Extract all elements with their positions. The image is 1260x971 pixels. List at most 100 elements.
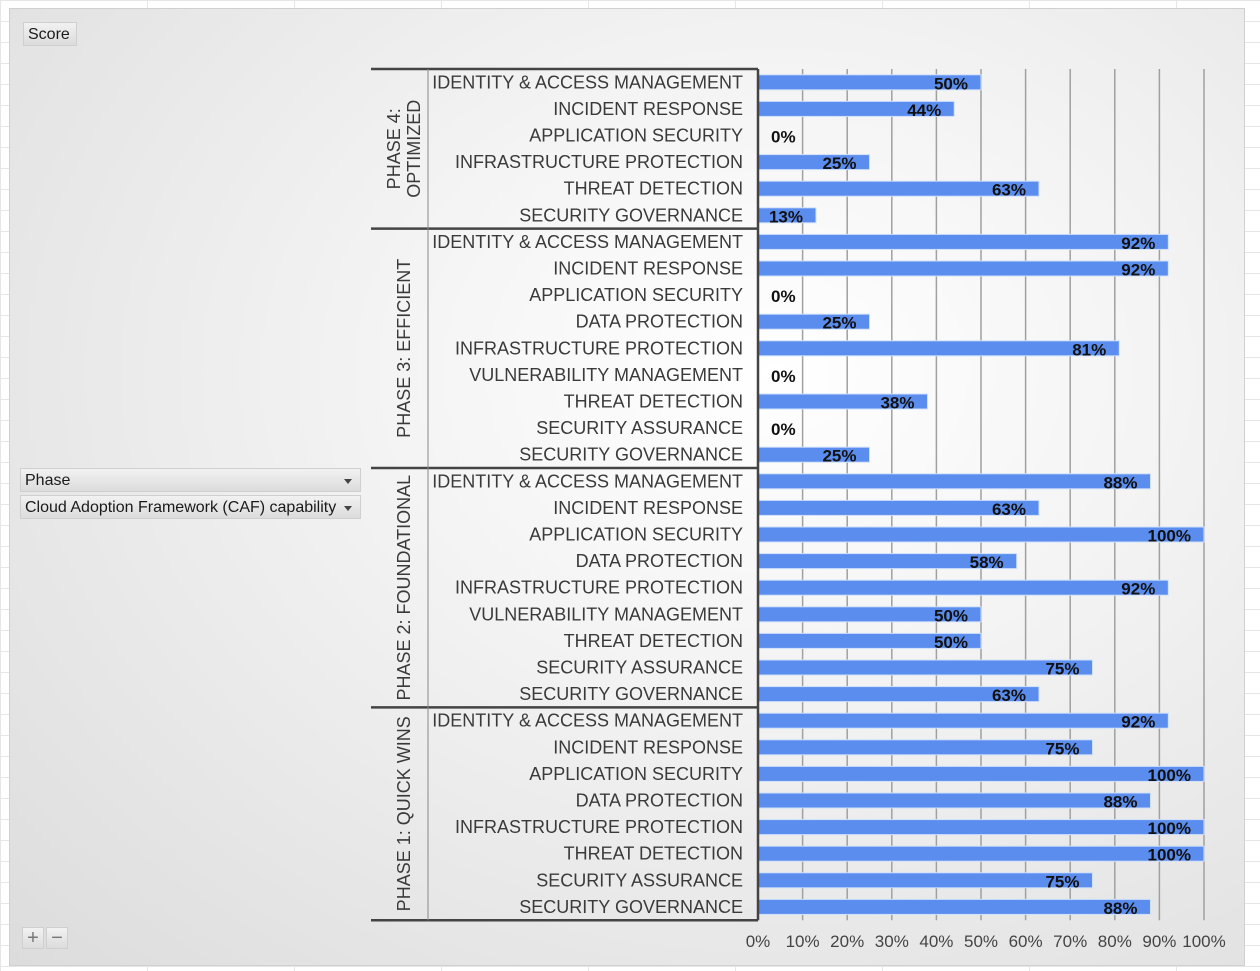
bar [757,765,1205,782]
category-label: INFRASTRUCTURE PROTECTION [455,338,743,358]
x-tick-label: 60% [1009,932,1043,951]
category-label: IDENTITY & ACCESS MANAGEMENT [432,72,743,92]
category-label: SECURITY ASSURANCE [536,418,743,438]
value-label: 25% [822,447,856,466]
bar [757,659,1093,676]
x-tick-label: 80% [1098,932,1132,951]
expand-button[interactable]: + [22,927,44,949]
score-field-label: Score [28,26,70,43]
value-label: 100% [1148,819,1191,838]
value-label: 75% [1045,739,1079,758]
value-label: 81% [1072,340,1106,359]
value-label: 75% [1045,872,1079,891]
x-tick-label: 20% [830,932,864,951]
minus-icon: − [51,927,63,949]
value-label: 50% [934,74,968,93]
value-label: 88% [1103,793,1137,812]
bar [757,579,1169,596]
phase-field-label: Phase [25,472,71,489]
category-label: SECURITY GOVERNANCE [519,445,743,465]
value-label: 58% [970,553,1004,572]
value-label: 44% [907,101,941,120]
category-label: SECURITY GOVERNANCE [519,684,743,704]
category-label: DATA PROTECTION [576,551,743,571]
category-label: SECURITY GOVERNANCE [519,897,743,917]
value-label: 25% [822,154,856,173]
bar [757,872,1093,889]
category-label: IDENTITY & ACCESS MANAGEMENT [432,471,743,491]
phase-label: PHASE 4:OPTIMIZED [384,100,424,198]
value-label: 25% [822,314,856,333]
bar [757,792,1151,809]
category-label: INFRASTRUCTURE PROTECTION [455,152,743,172]
value-label: 75% [1045,660,1079,679]
chevron-down-icon[interactable] [344,479,352,484]
value-label: 50% [934,633,968,652]
chevron-down-icon[interactable] [344,506,352,511]
value-label: 50% [934,606,968,625]
x-tick-label: 40% [919,932,953,951]
value-label: 13% [769,207,803,226]
value-label: 0% [771,420,796,439]
value-label: 88% [1103,899,1137,918]
phase-field-button[interactable]: Phase [20,468,361,492]
value-label: 92% [1121,580,1155,599]
value-label: 0% [771,128,796,147]
bar [757,739,1093,756]
category-label: INCIDENT RESPONSE [553,259,743,279]
collapse-button[interactable]: − [46,927,68,949]
category-label: VULNERABILITY MANAGEMENT [469,604,743,624]
phase-label: PHASE 2: FOUNDATIONAL [394,475,414,701]
category-label: INFRASTRUCTURE PROTECTION [455,578,743,598]
value-label: 0% [771,367,796,386]
x-tick-label: 100% [1182,932,1225,951]
value-label: 92% [1121,234,1155,253]
category-label: APPLICATION SECURITY [529,126,743,146]
phase-label: PHASE 3: EFFICIENT [394,259,414,438]
phase-label: PHASE 1: QUICK WINS [394,716,414,911]
value-label: 38% [880,394,914,413]
value-label: 100% [1148,846,1191,865]
value-label: 92% [1121,261,1155,280]
category-label: APPLICATION SECURITY [529,764,743,784]
category-label: INCIDENT RESPONSE [553,737,743,757]
category-label: THREAT DETECTION [564,844,743,864]
category-label: INFRASTRUCTURE PROTECTION [455,817,743,837]
value-label: 63% [992,686,1026,705]
caf-capability-field-button[interactable]: Cloud Adoption Framework (CAF) capabilit… [20,495,361,519]
bar [757,526,1205,543]
category-label: APPLICATION SECURITY [529,285,743,305]
category-label: DATA PROTECTION [576,312,743,332]
category-label: SECURITY ASSURANCE [536,870,743,890]
caf-capability-field-label: Cloud Adoption Framework (CAF) capabilit… [25,499,337,516]
x-tick-label: 30% [875,932,909,951]
category-label: DATA PROTECTION [576,791,743,811]
category-label: IDENTITY & ACCESS MANAGEMENT [432,232,743,252]
value-label: 88% [1103,473,1137,492]
category-label: IDENTITY & ACCESS MANAGEMENT [432,711,743,731]
value-label: 63% [992,500,1026,519]
category-label: SECURITY GOVERNANCE [519,205,743,225]
bar [757,233,1169,250]
category-label: SECURITY ASSURANCE [536,658,743,678]
category-label: THREAT DETECTION [564,392,743,412]
category-label: THREAT DETECTION [564,631,743,651]
category-label: THREAT DETECTION [564,179,743,199]
score-field-button[interactable]: Score [23,22,77,46]
value-label: 0% [771,287,796,306]
bar [757,898,1151,915]
category-label: INCIDENT RESPONSE [553,99,743,119]
bar [757,340,1120,357]
x-tick-label: 50% [964,932,998,951]
x-tick-label: 0% [746,932,771,951]
value-label: 100% [1148,766,1191,785]
category-label: INCIDENT RESPONSE [553,498,743,518]
bar [757,473,1151,490]
x-tick-label: 70% [1053,932,1087,951]
plus-icon: + [27,927,39,949]
value-label: 100% [1148,527,1191,546]
category-label: APPLICATION SECURITY [529,525,743,545]
x-tick-label: 10% [786,932,820,951]
bar [757,819,1205,836]
